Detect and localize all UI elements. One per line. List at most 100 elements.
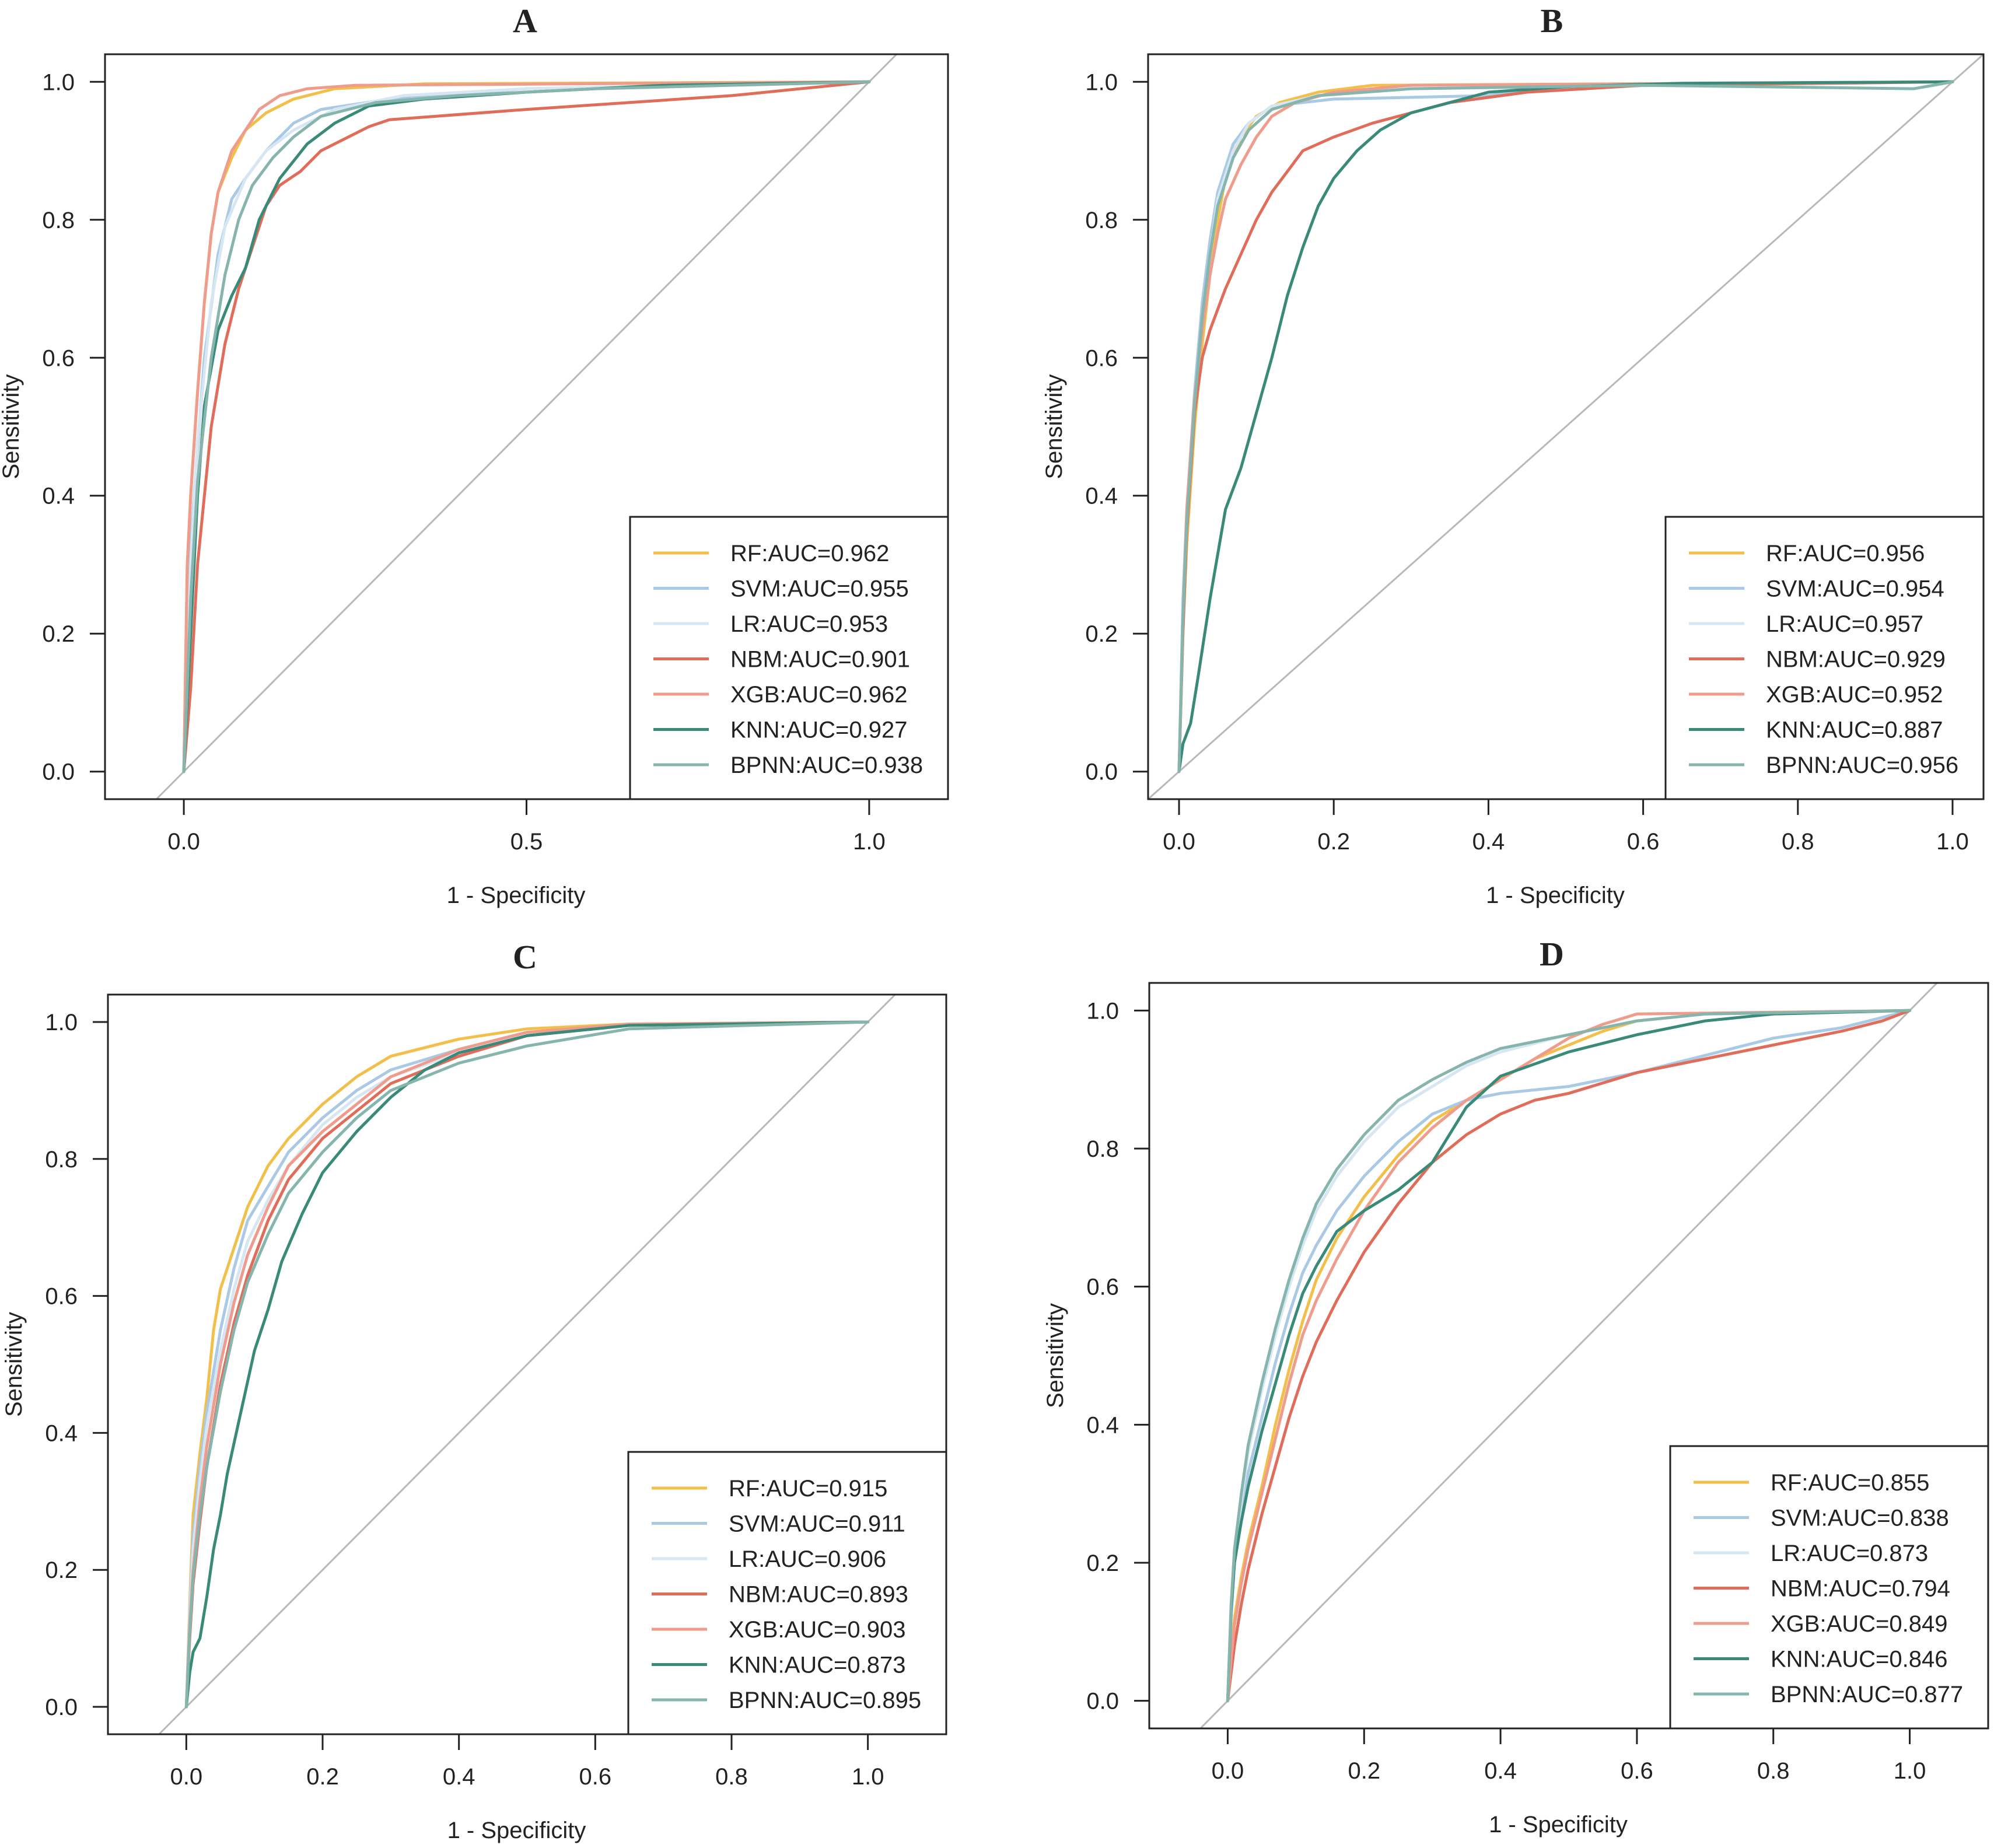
y-tick-label: 0.2 (1085, 621, 1118, 647)
plot-frame (107, 993, 947, 1735)
y-axis-label: Sensitivity (0, 374, 24, 479)
y-tick-label: 0.0 (1085, 760, 1118, 785)
legend-label-lr: LR:AUC=0.953 (730, 611, 888, 637)
x-tick-label: 1.0 (853, 829, 886, 855)
legend-label-xgb: XGB:AUC=0.903 (729, 1617, 906, 1643)
y-axis-label: Sensitivity (1041, 374, 1067, 479)
roc-curve-lr (182, 80, 871, 774)
chart-panel-c: C 0.0 0.2 0.4 0.6 0.8 1.0 0.0 0.2 0.4 0.6 0.8 1.0 1 -… (1, 938, 947, 1843)
roc-curve-nbm (1226, 1009, 1912, 1703)
legend-label-xgb: XGB:AUC=0.849 (1771, 1611, 1948, 1637)
roc-curve-knn (1177, 80, 1954, 774)
x-tick-label: 0.4 (1484, 1758, 1517, 1784)
panel-title: D (1540, 935, 1564, 973)
roc-curve-xgb (182, 80, 871, 774)
x-axis-label: 1 - Specificity (447, 1818, 586, 1843)
y-tick-label: 0.2 (42, 621, 75, 647)
y-tick-label: 1.0 (45, 1010, 78, 1035)
roc-curve-bpnn (1226, 1009, 1912, 1703)
y-tick-label: 1.0 (1085, 69, 1118, 95)
reference-diagonal (1148, 53, 1984, 800)
x-tick-label: 0.4 (1472, 829, 1505, 855)
legend-label-nbm: NBM:AUC=0.929 (1766, 647, 1946, 673)
reference-diagonal (156, 53, 897, 800)
x-tick-label: 0.0 (170, 1764, 203, 1790)
legend-label-bpnn: BPNN:AUC=0.938 (730, 752, 923, 778)
x-tick-label: 0.0 (1212, 1758, 1244, 1784)
x-tick-label: 0.0 (167, 829, 200, 855)
y-axis-label: Sensitivity (1, 1312, 27, 1417)
legend: RF:AUC=0.915 SVM:AUC=0.911 LR:AUC=0.906 NBM… (627, 1451, 947, 1735)
reference-diagonal (158, 993, 896, 1735)
x-axis-label: 1 - Specificity (447, 883, 586, 908)
y-axis-label: Sensitivity (1043, 1303, 1068, 1408)
reference-diagonal (1199, 982, 1938, 1730)
legend-label-bpnn: BPNN:AUC=0.895 (729, 1688, 921, 1713)
legend-label-xgb: XGB:AUC=0.962 (730, 682, 908, 708)
x-tick-label: 0.2 (306, 1764, 339, 1790)
x-tick-label: 1.0 (1894, 1758, 1926, 1784)
chart-panel-d: D 0.0 0.2 0.4 0.6 0.8 1.0 0.0 0.2 0.4 0.6 0.8 1.0 1 -… (1043, 935, 1989, 1838)
legend-label-bpnn: BPNN:AUC=0.877 (1771, 1682, 1963, 1707)
x-tick-label: 0.6 (1627, 829, 1660, 855)
roc-curve-bpnn (1177, 80, 1954, 774)
x-tick-label: 0.0 (1163, 829, 1195, 855)
legend-label-svm: SVM:AUC=0.838 (1771, 1506, 1949, 1531)
x-tick-label: 0.2 (1348, 1758, 1380, 1784)
plot-frame (104, 53, 949, 800)
roc-curve-knn (1226, 1009, 1912, 1703)
roc-curve-bpnn (184, 1020, 870, 1709)
y-tick-label: 0.2 (1086, 1550, 1119, 1576)
y-tick-label: 0.6 (45, 1284, 78, 1310)
legend-label-rf: RF:AUC=0.962 (730, 541, 889, 566)
legend: RF:AUC=0.962 SVM:AUC=0.955 LR:AUC=0.953 NBM… (629, 516, 949, 800)
y-tick-label: 1.0 (42, 69, 75, 95)
legend-label-bpnn: BPNN:AUC=0.956 (1766, 752, 1958, 778)
panel-title: C (513, 938, 537, 976)
y-tick-label: 0.8 (45, 1147, 78, 1172)
y-tick-label: 0.4 (1085, 484, 1118, 509)
panel-title: B (1541, 2, 1563, 40)
y-tick-label: 0.6 (42, 345, 75, 371)
y-tick-label: 0.8 (1085, 208, 1118, 233)
roc-curve-svm (1226, 1009, 1912, 1703)
plot-frame (1148, 982, 1989, 1730)
roc-curve-nbm (182, 80, 871, 774)
y-tick-label: 0.0 (45, 1695, 78, 1720)
y-tick-label: 0.4 (1086, 1412, 1119, 1438)
x-tick-label: 1.0 (1936, 829, 1969, 855)
legend: RF:AUC=0.956 SVM:AUC=0.954 LR:AUC=0.957 NBM… (1664, 516, 1985, 800)
x-tick-label: 0.2 (1317, 829, 1350, 855)
y-tick-label: 0.4 (42, 484, 75, 509)
legend-label-svm: SVM:AUC=0.911 (729, 1511, 905, 1537)
legend-label-rf: RF:AUC=0.956 (1766, 541, 1925, 566)
y-tick-label: 1.0 (1086, 998, 1119, 1024)
legend-label-knn: KNN:AUC=0.887 (1766, 718, 1943, 743)
roc-curve-xgb (1226, 1009, 1912, 1703)
x-tick-label: 0.8 (1782, 829, 1814, 855)
y-tick-label: 0.0 (42, 760, 75, 785)
legend-label-xgb: XGB:AUC=0.952 (1766, 682, 1943, 708)
panel-title: A (513, 2, 537, 40)
legend-label-lr: LR:AUC=0.957 (1766, 611, 1923, 637)
y-tick-label: 0.2 (45, 1558, 78, 1583)
legend-label-lr: LR:AUC=0.906 (729, 1546, 886, 1572)
y-tick-label: 0.8 (42, 208, 75, 233)
y-tick-label: 0.0 (1086, 1689, 1119, 1714)
y-tick-label: 0.4 (45, 1420, 78, 1446)
roc-curve-knn (184, 1020, 870, 1709)
chart-panel-b: B 0.0 0.2 0.4 0.6 0.8 1.0 0.0 0.2 0.4 0.6 0.8 1.0 1 -… (1041, 2, 1985, 908)
chart-panel-a: A 0.0 0.5 1.0 0.0 0.2 0.4 0.6 0.8 1.0 1 - Specific… (0, 2, 949, 908)
x-tick-label: 0.4 (443, 1764, 475, 1790)
x-axis-label: 1 - Specificity (1489, 1812, 1628, 1838)
legend-label-knn: KNN:AUC=0.846 (1771, 1647, 1947, 1672)
legend-label-svm: SVM:AUC=0.954 (1766, 576, 1944, 602)
legend-label-nbm: NBM:AUC=0.794 (1771, 1576, 1950, 1602)
y-tick-label: 0.8 (1086, 1136, 1119, 1162)
x-tick-label: 1.0 (852, 1764, 884, 1790)
legend-label-rf: RF:AUC=0.855 (1771, 1470, 1929, 1496)
x-tick-label: 0.8 (1757, 1758, 1790, 1784)
legend-label-svm: SVM:AUC=0.955 (730, 576, 909, 602)
x-axis-label: 1 - Specificity (1486, 883, 1625, 908)
